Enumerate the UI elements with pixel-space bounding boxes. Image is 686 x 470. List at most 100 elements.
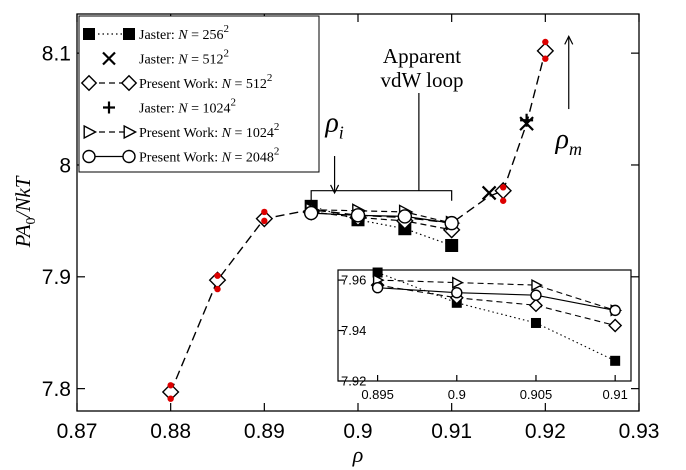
inset-line-present-work-n-2048 bbox=[377, 287, 616, 311]
rho-i-symbol: ρ bbox=[324, 107, 338, 138]
legend-label-exponent: 2 bbox=[231, 97, 237, 109]
x-tick-label: 0.93 bbox=[619, 420, 660, 443]
main-chart: 0.87 0.88 0.89 0.9 0.91 0.92 0.937.87.988.1 ρ … bbox=[11, 13, 660, 467]
red-data-point bbox=[167, 382, 174, 389]
point-jaster-n-512 bbox=[481, 185, 497, 201]
main-axis-ticks: 0.87 0.88 0.89 0.9 0.91 0.92 0.937.87.988.1 bbox=[42, 14, 660, 443]
legend-label-size: = 256 bbox=[188, 28, 224, 43]
legend-label-present-work-n-2048: Present Work: N = 20482 bbox=[139, 146, 279, 166]
rho-m-arrow-head bbox=[564, 35, 574, 45]
legend-label-present-work-n-512: Present Work: N = 5122 bbox=[139, 72, 272, 92]
legend-box bbox=[78, 15, 320, 173]
legend-marker-present-work-n-512 bbox=[80, 74, 98, 92]
red-data-point bbox=[167, 395, 174, 402]
series-line-present-work-n-2048 bbox=[311, 212, 452, 224]
red-data-point bbox=[499, 184, 507, 191]
point-present-work-n-2048 bbox=[444, 215, 459, 231]
x-tick-label: 0.92 bbox=[525, 420, 566, 443]
legend-marker-present-work-n-2048 bbox=[122, 149, 136, 164]
inset-data-marks bbox=[370, 267, 623, 366]
rho-m-symbol: ρ bbox=[555, 124, 569, 155]
x-tick-label: 0.9 bbox=[448, 387, 466, 402]
legend-marker-jaster-n-1024 bbox=[103, 101, 115, 114]
legend-label-text: Present Work: bbox=[139, 151, 222, 166]
y-tick-label: 7.9 bbox=[42, 266, 71, 289]
legend-label-text: Present Work: bbox=[139, 77, 222, 92]
legend-label-jaster-n-256: Jaster: N = 2562 bbox=[139, 23, 229, 43]
inset-point-present-work-n-512 bbox=[608, 318, 623, 333]
legend-label-size: = 1024 bbox=[231, 126, 274, 141]
rho-i-arrow-head bbox=[330, 184, 340, 195]
rho-i-subscript: i bbox=[339, 122, 344, 142]
legend-label-size: = 2048 bbox=[231, 151, 274, 166]
y-tick-label: 7.94 bbox=[341, 323, 366, 338]
red-data-point bbox=[499, 197, 507, 204]
legend-label-n: N bbox=[221, 126, 232, 141]
inset-point-present-work-n-512 bbox=[528, 298, 543, 313]
x-tick-label: 0.87 bbox=[57, 420, 98, 443]
x-tick-label: 0.91 bbox=[603, 387, 628, 402]
legend-marker-present-work-n-512 bbox=[120, 74, 138, 92]
legend-marker-jaster-n-256 bbox=[83, 28, 95, 40]
point-jaster-n-256 bbox=[445, 238, 459, 252]
vdw-loop-bracket bbox=[310, 190, 453, 201]
legend-label-text: Jaster: bbox=[139, 53, 178, 68]
legend-label-exponent: 2 bbox=[224, 23, 230, 35]
y-tick-label: 7.92 bbox=[341, 374, 366, 389]
y-axis-label-sub: 0 bbox=[24, 217, 39, 224]
inset-line-present-work-n-512 bbox=[377, 284, 616, 327]
x-tick-label: 0.905 bbox=[520, 387, 553, 402]
rho-m-annotation: ρm bbox=[555, 124, 582, 159]
inset-point-present-work-n-2048 bbox=[609, 304, 621, 317]
red-data-point bbox=[261, 208, 268, 216]
legend-marker-present-work-n-2048 bbox=[82, 149, 96, 164]
point-present-work-n-2048 bbox=[350, 208, 366, 223]
x-tick-label: 0.895 bbox=[361, 387, 394, 402]
x-tick-label: 0.89 bbox=[244, 420, 285, 443]
legend-label-present-work-n-1024: Present Work: N = 10242 bbox=[139, 121, 279, 141]
legend-label-jaster-n-512: Jaster: N = 5122 bbox=[139, 48, 229, 68]
legend-label-exponent: 2 bbox=[274, 146, 280, 158]
y-axis-label: PA0/NkT bbox=[11, 175, 39, 248]
legend-marker-jaster-n-256 bbox=[123, 28, 135, 40]
x-tick-label: 0.88 bbox=[150, 420, 191, 443]
point-jaster-n-1024 bbox=[520, 113, 534, 127]
series-line-present-work-n-1024 bbox=[311, 209, 452, 224]
legend-label-size: = 512 bbox=[231, 77, 267, 92]
inset-axis-ticks: 0.895 0.9 0.905 0.91 7.92 7.94 7.96 bbox=[338, 273, 628, 402]
legend-label-size: = 1024 bbox=[188, 102, 231, 117]
y-axis-label-base: PA bbox=[11, 224, 35, 248]
inset-point-jaster-n-256 bbox=[530, 317, 541, 328]
inset-frame bbox=[337, 269, 632, 382]
point-present-work-n-2048 bbox=[397, 209, 413, 224]
legend-label-text: Present Work: bbox=[139, 126, 222, 141]
red-data-point bbox=[542, 38, 549, 46]
legend-marker-jaster-n-512 bbox=[102, 51, 116, 66]
legend-label-exponent: 2 bbox=[274, 121, 280, 133]
inset-line-present-work-n-1024 bbox=[377, 279, 616, 311]
y-tick-label: 8.1 bbox=[42, 42, 71, 65]
inset-point-present-work-n-2048 bbox=[371, 281, 384, 294]
legend-label-n: N bbox=[177, 53, 188, 68]
legend-label-exponent: 2 bbox=[267, 72, 273, 84]
y-axis-label-rest: /NkT bbox=[11, 175, 35, 218]
x-tick-label: 0.91 bbox=[431, 420, 472, 443]
red-data-point bbox=[214, 285, 221, 293]
inset-point-jaster-n-256 bbox=[610, 355, 621, 366]
red-data-point bbox=[214, 272, 221, 279]
x-axis-label: ρ bbox=[352, 442, 364, 467]
x-tick-label: 0.9 bbox=[343, 420, 372, 443]
legend-label-text: Jaster: bbox=[139, 28, 178, 43]
annotations: Apparent vdW loop ρi ρm bbox=[310, 35, 582, 201]
legend-label-text: Jaster: bbox=[139, 102, 178, 117]
legend-marker-present-work-n-1024 bbox=[123, 124, 138, 140]
inset-point-present-work-n-1024 bbox=[531, 278, 543, 292]
legend-label-exponent: 2 bbox=[224, 48, 230, 60]
loop-label-line1: Apparent bbox=[383, 44, 461, 68]
legend-label-n: N bbox=[221, 151, 232, 166]
legend-label-size: = 512 bbox=[188, 53, 224, 68]
rho-i-annotation: ρi bbox=[324, 107, 343, 142]
